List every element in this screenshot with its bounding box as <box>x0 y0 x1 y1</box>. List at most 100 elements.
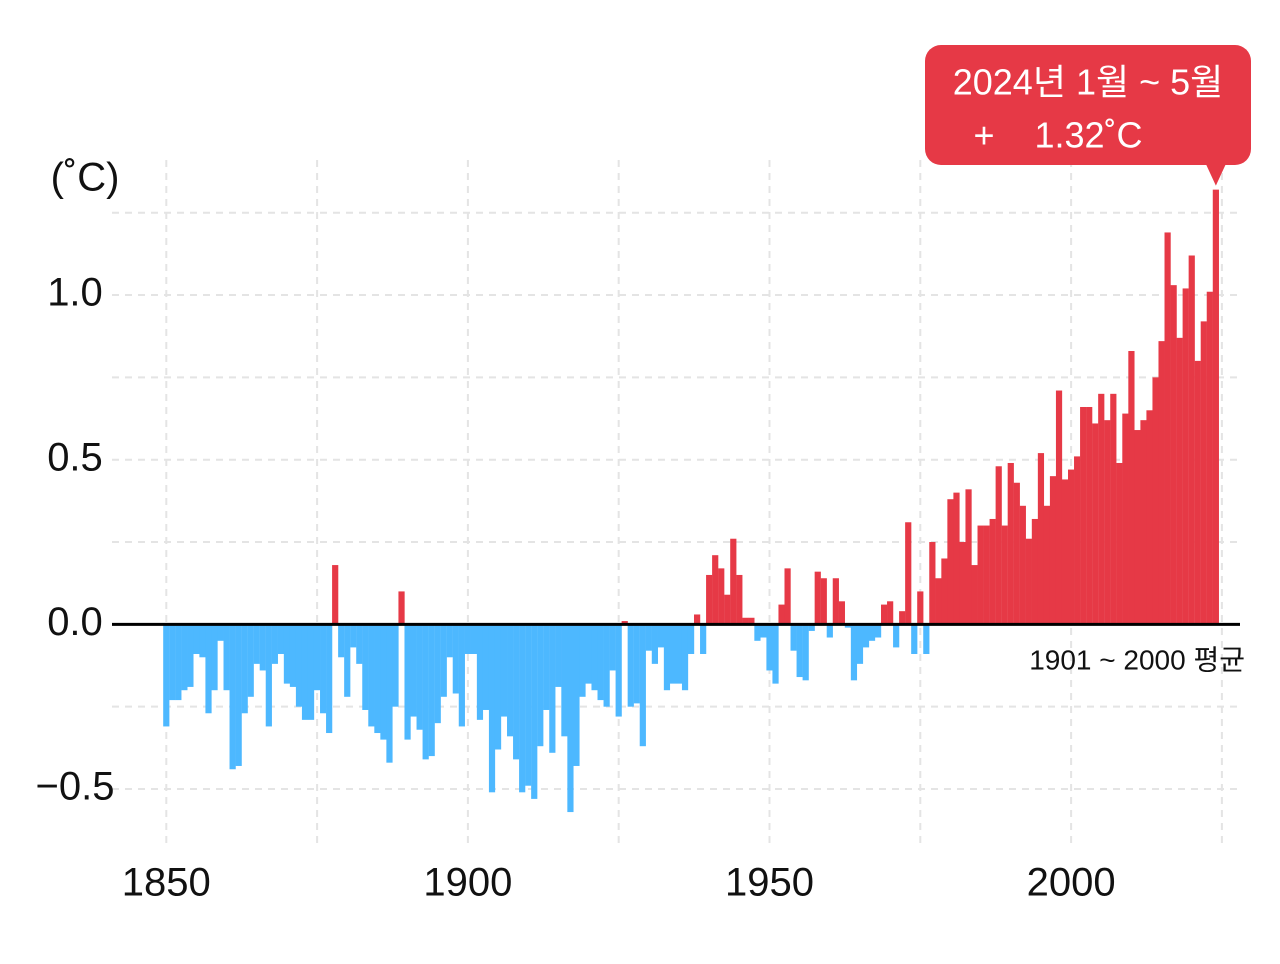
callout-box <box>925 45 1251 165</box>
bar <box>784 568 791 625</box>
bar <box>494 624 502 750</box>
bar <box>995 466 1002 625</box>
bar <box>531 624 538 799</box>
bar <box>585 624 592 684</box>
bar <box>1188 255 1195 625</box>
bar <box>350 624 357 648</box>
bar <box>271 624 278 664</box>
bar <box>1182 288 1189 625</box>
bar <box>175 624 182 701</box>
bar <box>700 624 707 654</box>
bar <box>1068 469 1075 625</box>
bar <box>307 624 315 720</box>
bar <box>1061 479 1069 625</box>
bar <box>482 624 490 710</box>
bar <box>1212 189 1219 625</box>
bar <box>247 624 254 697</box>
bar <box>887 601 894 625</box>
bar <box>1194 360 1201 625</box>
bar <box>525 624 532 786</box>
bar <box>1164 232 1171 625</box>
bar <box>1158 341 1165 625</box>
x-tick-label: 1900 <box>423 861 512 905</box>
y-tick-label: 0.5 <box>47 435 103 479</box>
y-tick-label: −0.5 <box>36 765 115 809</box>
bar <box>844 624 852 628</box>
bar <box>893 624 900 648</box>
bar <box>561 624 568 737</box>
bar <box>332 565 339 625</box>
bar <box>380 624 387 740</box>
bar <box>706 574 713 625</box>
bar <box>235 624 242 766</box>
bar <box>537 624 544 747</box>
bar <box>874 624 882 638</box>
bar <box>675 624 683 684</box>
bar <box>669 624 677 684</box>
bar <box>989 518 996 625</box>
bar <box>217 624 224 641</box>
bar <box>609 624 616 671</box>
bar <box>458 624 465 727</box>
bar <box>790 624 797 651</box>
bar <box>338 624 345 658</box>
bar <box>446 624 453 658</box>
bar <box>953 492 960 625</box>
bar <box>941 558 948 625</box>
bar <box>476 624 484 720</box>
bar <box>663 624 671 691</box>
bar <box>428 624 435 757</box>
bar <box>754 624 761 641</box>
bar <box>621 621 628 625</box>
bar <box>911 624 918 654</box>
bar <box>591 624 598 691</box>
bar <box>507 624 514 737</box>
bar <box>687 624 695 654</box>
bar <box>820 578 827 625</box>
bar <box>1025 538 1032 625</box>
bar <box>1043 505 1051 625</box>
bar <box>1140 420 1147 625</box>
bar <box>555 624 562 687</box>
bar <box>452 624 459 694</box>
bar <box>301 624 309 720</box>
bar <box>241 624 248 714</box>
bar <box>1152 377 1159 625</box>
bar <box>265 624 272 727</box>
bar <box>796 624 803 678</box>
bar <box>567 624 574 813</box>
bar <box>1122 413 1129 625</box>
bar <box>181 624 188 691</box>
bar <box>681 624 689 691</box>
bar <box>410 624 417 717</box>
bar <box>1104 420 1111 625</box>
bar <box>229 624 236 770</box>
bar <box>808 624 815 631</box>
bar <box>868 624 876 641</box>
bar <box>579 624 586 697</box>
bar <box>1098 393 1105 625</box>
bar <box>1055 390 1063 625</box>
bar <box>856 624 864 664</box>
bar <box>253 624 260 664</box>
bar <box>838 601 845 625</box>
bar <box>1031 518 1039 625</box>
bar <box>163 624 170 727</box>
bar <box>1200 321 1207 625</box>
bar <box>519 624 526 793</box>
bar <box>259 624 266 671</box>
bar <box>320 624 327 714</box>
bar <box>1206 291 1213 625</box>
callout-text: 2024년 1월 ~ 5월 <box>953 62 1224 103</box>
bar <box>712 555 719 625</box>
bar <box>718 568 725 625</box>
bar <box>832 578 839 625</box>
bar <box>947 499 954 625</box>
bar <box>977 525 984 625</box>
bar <box>814 571 821 625</box>
bar <box>277 624 284 654</box>
bar <box>362 624 369 710</box>
bar <box>766 624 773 671</box>
bar <box>470 624 478 654</box>
